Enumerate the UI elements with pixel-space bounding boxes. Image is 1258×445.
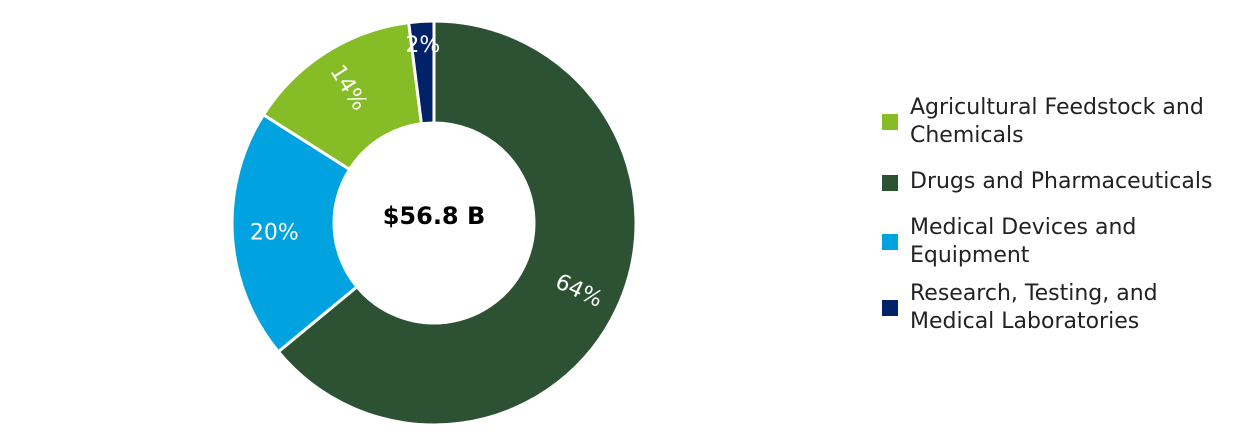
slice-drugs-and-pharmaceuticals	[276, 19, 638, 427]
legend-swatch	[882, 234, 898, 250]
legend-label: Research, Testing, and Medical Laborator…	[910, 281, 1158, 334]
legend-label: Drugs and Pharmaceuticals	[910, 169, 1213, 194]
legend-swatch	[882, 114, 898, 130]
slice-agricultural-feedstock-and-chemicals	[261, 20, 424, 172]
chart-legend: Agricultural Feedstock and Chemicals Drug…	[882, 94, 1252, 346]
slice-label-research-testing-and-medical-laboratories: 2%	[405, 33, 440, 58]
slice-medical-devices-and-equipment	[230, 112, 360, 354]
legend-swatch	[882, 175, 898, 191]
slice-research-testing-and-medical-laboratories	[407, 19, 436, 126]
slice-label-medical-devices-and-equipment: 20%	[250, 221, 299, 246]
legend-item-agricultural-feedstock-and-chemicals: Agricultural Feedstock and Chemicals	[882, 94, 1252, 150]
center-total-label: $56.8 B	[383, 202, 486, 230]
legend-item-medical-devices-and-equipment: Medical Devices and Equipment	[882, 214, 1252, 270]
donut-slices	[230, 19, 638, 427]
legend-label: Medical Devices and Equipment	[910, 215, 1137, 268]
legend-item-drugs-and-pharmaceuticals: Drugs and Pharmaceuticals	[882, 168, 1252, 196]
legend-item-research-testing-and-medical-laboratories: Research, Testing, and Medical Laborator…	[882, 280, 1252, 336]
legend-label: Agricultural Feedstock and Chemicals	[910, 95, 1204, 148]
legend-swatch	[882, 300, 898, 316]
